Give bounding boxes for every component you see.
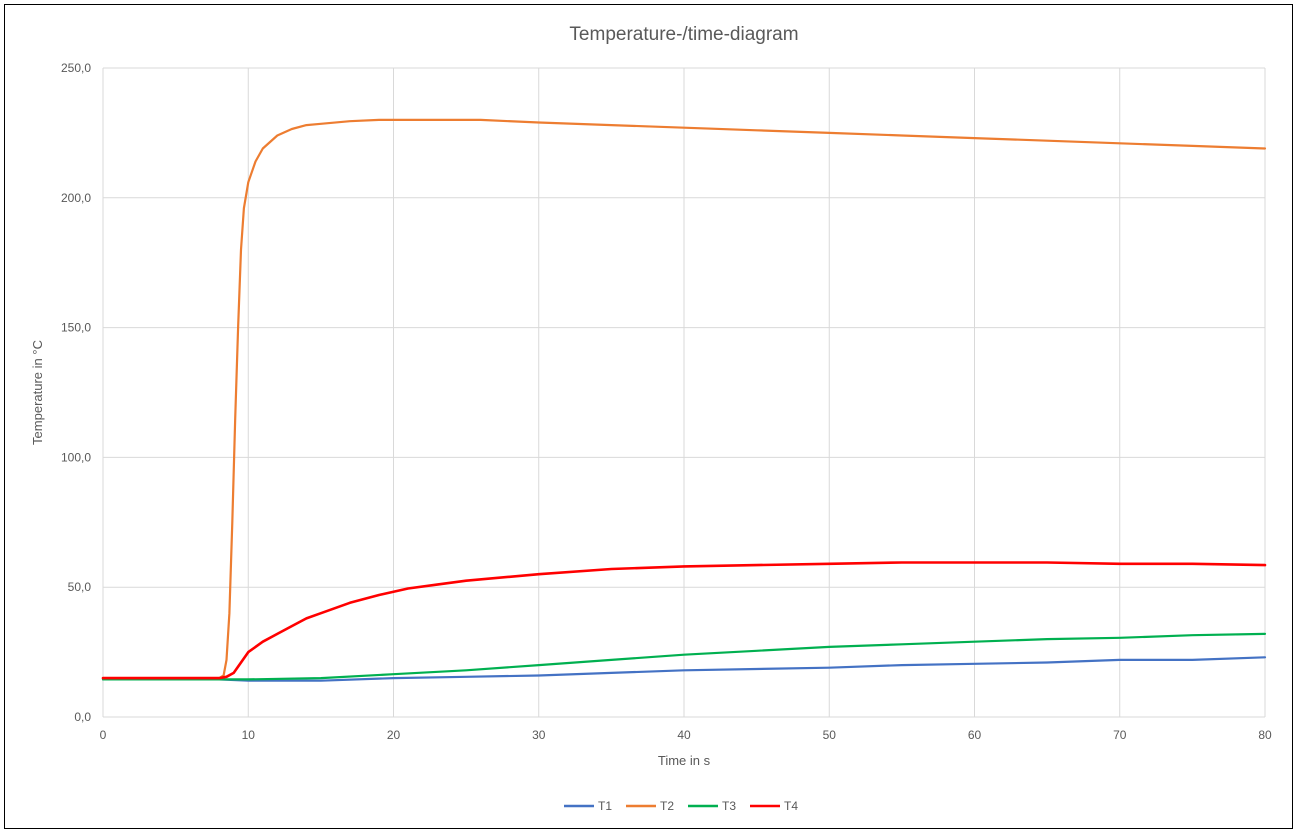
y-tick-label: 0,0 (74, 710, 91, 724)
series-lines (101, 118, 1267, 682)
y-axis-tick-labels: 0,0 50,0 100,0 150,0 200,0 250,0 (61, 61, 91, 724)
legend: T1 T2 T3 T4 (564, 799, 798, 813)
legend-label-t2: T2 (660, 799, 674, 813)
x-axis-title: Time in s (658, 753, 711, 768)
x-tick-label: 10 (242, 728, 256, 742)
x-tick-label: 50 (823, 728, 837, 742)
gridlines (102, 67, 1266, 718)
series-line-t2 (101, 118, 1267, 680)
x-tick-label: 80 (1258, 728, 1272, 742)
legend-label-t3: T3 (722, 799, 736, 813)
series-line-t1 (101, 656, 1267, 682)
x-tick-label: 0 (100, 728, 107, 742)
chart-title: Temperature-/time-diagram (569, 24, 798, 45)
x-tick-label: 20 (387, 728, 401, 742)
y-tick-label: 250,0 (61, 61, 91, 75)
y-tick-label: 50,0 (68, 580, 92, 594)
y-tick-label: 150,0 (61, 321, 91, 335)
x-tick-label: 40 (677, 728, 691, 742)
x-tick-label: 30 (532, 728, 546, 742)
x-tick-label: 70 (1113, 728, 1127, 742)
legend-label-t4: T4 (784, 799, 798, 813)
x-axis-tick-labels: 0 10 20 30 40 50 60 70 80 (100, 728, 1272, 742)
x-tick-label: 60 (968, 728, 982, 742)
y-tick-label: 200,0 (61, 191, 91, 205)
series-line-t4 (101, 561, 1267, 680)
y-tick-label: 100,0 (61, 450, 91, 464)
y-axis-title: Temperature in °C (30, 340, 45, 445)
series-line-t3 (101, 632, 1267, 681)
legend-label-t1: T1 (598, 799, 612, 813)
